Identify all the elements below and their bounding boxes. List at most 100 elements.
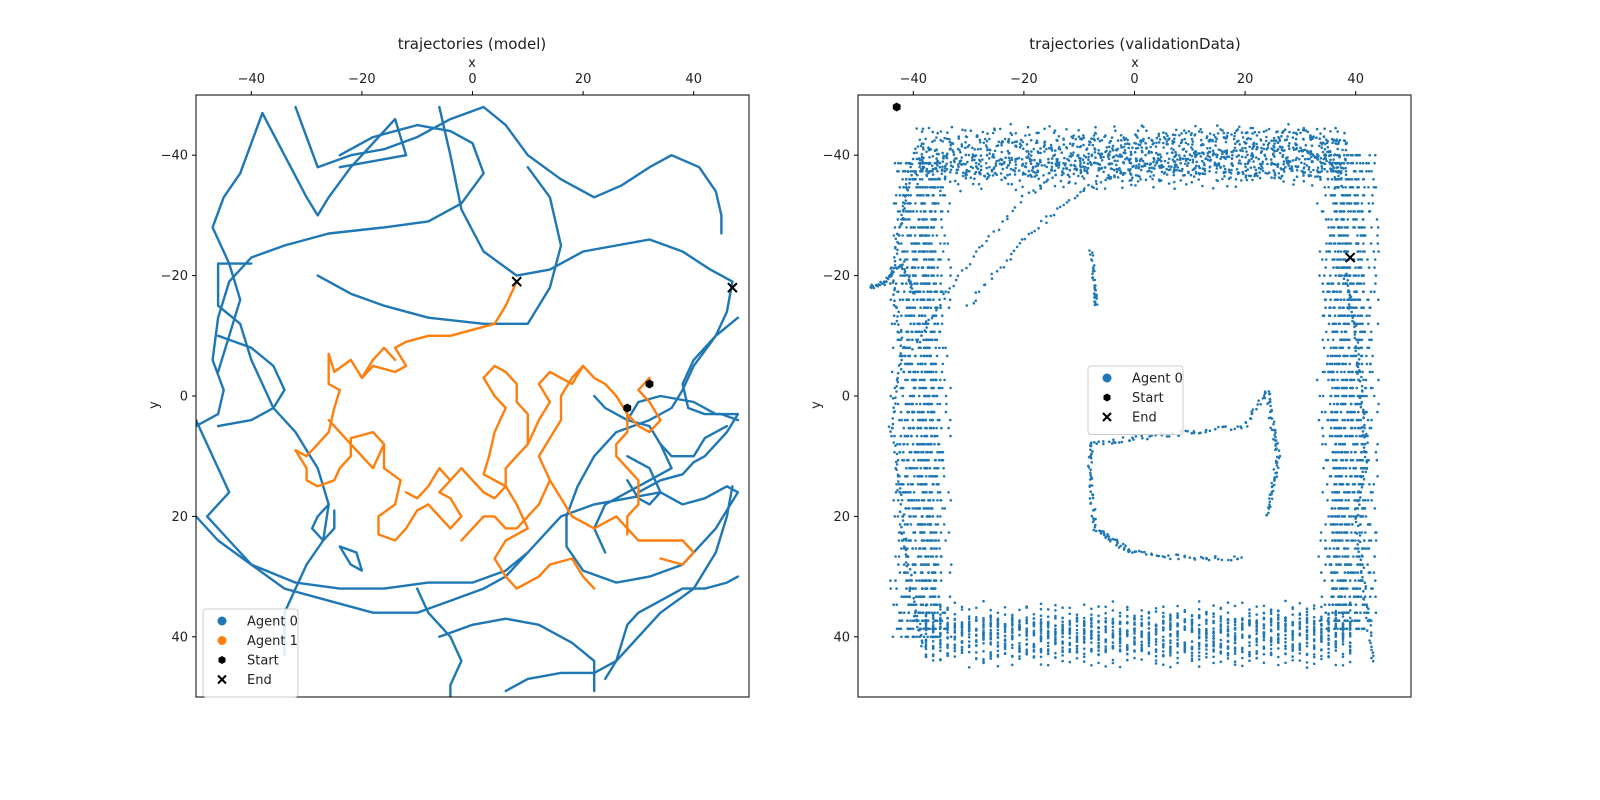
data-point <box>960 651 964 654</box>
data-point <box>894 282 898 285</box>
data-point <box>904 434 907 438</box>
data-point <box>1175 128 1178 132</box>
data-point <box>1251 126 1255 130</box>
data-point <box>1330 170 1333 173</box>
data-point <box>1298 602 1302 605</box>
data-point <box>941 168 944 171</box>
data-point <box>1373 507 1377 510</box>
data-point <box>1205 619 1208 623</box>
data-point <box>1039 618 1043 621</box>
data-point <box>1341 664 1345 667</box>
data-point <box>1272 169 1275 172</box>
data-point <box>1090 153 1094 156</box>
data-point <box>905 402 909 406</box>
data-point <box>1046 644 1050 648</box>
data-point <box>1371 202 1375 205</box>
y-tick-label: −20 <box>823 269 850 284</box>
data-point <box>1156 153 1160 156</box>
data-point <box>906 338 909 342</box>
data-point <box>932 226 935 229</box>
data-point <box>1323 142 1327 146</box>
data-point <box>1301 137 1305 141</box>
data-point <box>1310 155 1313 159</box>
data-point <box>1072 151 1075 154</box>
data-point <box>1355 161 1359 165</box>
data-point <box>1082 161 1086 164</box>
data-point <box>1359 595 1363 598</box>
data-point <box>1344 458 1348 462</box>
data-point <box>1361 250 1365 253</box>
data-point <box>1028 157 1032 160</box>
data-point <box>952 153 956 156</box>
data-point <box>1325 242 1328 245</box>
data-point <box>914 603 918 606</box>
data-point <box>1039 151 1042 155</box>
trajectory-line <box>482 376 596 590</box>
data-point <box>1199 128 1202 131</box>
data-point <box>947 306 951 310</box>
data-point <box>1314 175 1317 178</box>
data-point <box>1104 617 1107 620</box>
data-point <box>1359 458 1362 462</box>
data-point <box>969 129 973 132</box>
data-point <box>1231 164 1234 167</box>
data-point <box>1331 603 1334 606</box>
data-point <box>1288 167 1292 170</box>
data-point <box>1294 142 1297 145</box>
data-point <box>895 483 898 486</box>
data-point <box>1129 150 1133 154</box>
data-point <box>1185 150 1188 153</box>
data-point <box>1350 402 1353 406</box>
data-point <box>898 186 902 189</box>
chart-panel-model: trajectories (model) x y −40 −20 0 20 40−40−… <box>147 35 750 698</box>
data-point <box>913 234 917 237</box>
data-point <box>1324 523 1327 526</box>
data-point <box>1162 638 1165 642</box>
legend-end-marker <box>217 674 227 685</box>
data-point <box>964 153 968 157</box>
data-point <box>1338 499 1341 502</box>
data-point <box>916 145 920 148</box>
data-point <box>1233 134 1236 138</box>
data-point <box>1356 210 1360 213</box>
data-point <box>1227 177 1231 180</box>
data-point <box>1277 663 1280 667</box>
data-point <box>1246 153 1249 157</box>
data-point <box>1329 306 1332 310</box>
data-point <box>1336 378 1339 382</box>
data-point <box>1018 650 1021 653</box>
data-point <box>960 145 964 148</box>
data-point <box>1062 162 1065 165</box>
data-point <box>1371 370 1374 374</box>
data-point <box>1357 563 1361 566</box>
data-point <box>1118 611 1122 615</box>
data-point <box>1327 282 1331 285</box>
data-point <box>907 483 910 486</box>
data-point <box>1329 426 1333 430</box>
data-point <box>1348 616 1352 620</box>
data-point <box>1319 531 1323 534</box>
data-point <box>901 282 904 285</box>
data-point <box>1335 410 1338 414</box>
data-point <box>971 159 974 162</box>
data-point <box>1321 491 1324 494</box>
data-point <box>1255 656 1258 660</box>
data-point <box>1286 156 1289 159</box>
data-point <box>903 523 907 526</box>
data-point <box>1356 475 1359 478</box>
data-point <box>942 157 945 160</box>
data-point <box>932 426 935 430</box>
data-point <box>1126 608 1129 612</box>
data-point <box>1114 129 1117 132</box>
data-point <box>899 627 903 631</box>
trajectory-line <box>438 617 596 693</box>
data-point <box>1346 547 1350 550</box>
data-point <box>1331 491 1334 494</box>
data-point <box>1343 314 1347 318</box>
data-point <box>925 174 929 178</box>
data-point <box>927 258 931 261</box>
data-point <box>942 194 945 197</box>
data-point <box>1255 628 1258 631</box>
data-point <box>1310 144 1314 147</box>
